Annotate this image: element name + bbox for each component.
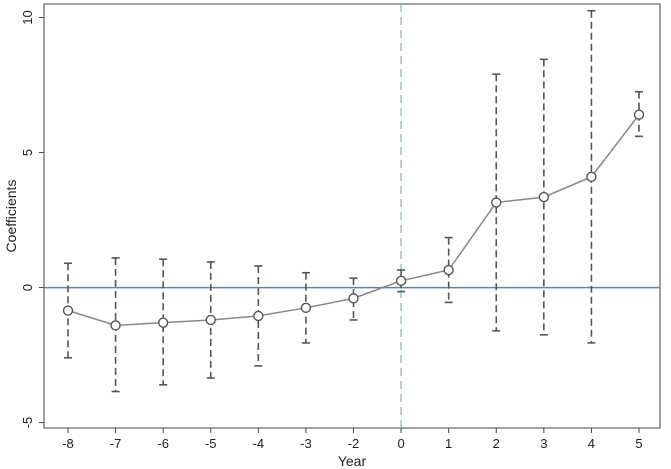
y-tick-label: -5 [20,417,35,429]
y-tick-label: 0 [20,284,35,291]
x-axis: -8 -7 -6 -5 -4 -3 -2 0 1 2 3 4 5 [62,428,643,451]
x-tick-label: -7 [110,436,122,451]
x-tick-label: 5 [635,436,642,451]
coefficient-point [157,317,169,328]
x-tick-label: -5 [205,436,217,451]
coefficient-point [491,197,502,208]
y-axis-title: Coefficients [3,180,19,253]
reference-lines [44,4,660,428]
coefficient-point [586,171,597,183]
y-axis: -5 0 5 10 [20,10,44,428]
coefficient-point [110,320,121,331]
coefficient-series [62,109,645,331]
x-tick-label: -2 [348,436,360,451]
x-tick-label: 3 [540,436,547,451]
x-tick-label: -8 [62,436,74,451]
error-bars [64,9,643,393]
coefficient-point [443,264,454,276]
x-tick-label: 2 [493,436,500,451]
coefficient-point [633,109,645,120]
coefficient-point [253,310,264,322]
coefficient-point [300,302,312,314]
x-tick-label: 1 [445,436,452,451]
x-tick-label: 0 [397,436,404,451]
x-tick-label: -3 [300,436,312,451]
y-tick-label: 5 [20,149,35,156]
coefficient-point [395,275,407,287]
coefficient-point [62,305,74,316]
coefficient-point [348,293,359,304]
x-tick-label: -4 [253,436,265,451]
x-tick-label: -6 [157,436,169,451]
y-tick-label: 10 [20,10,35,24]
x-axis-title: Year [338,453,367,469]
plot-frame [43,3,661,429]
x-tick-label: 4 [588,436,595,451]
coefficient-point [538,191,550,203]
coefficient-point [205,314,216,326]
